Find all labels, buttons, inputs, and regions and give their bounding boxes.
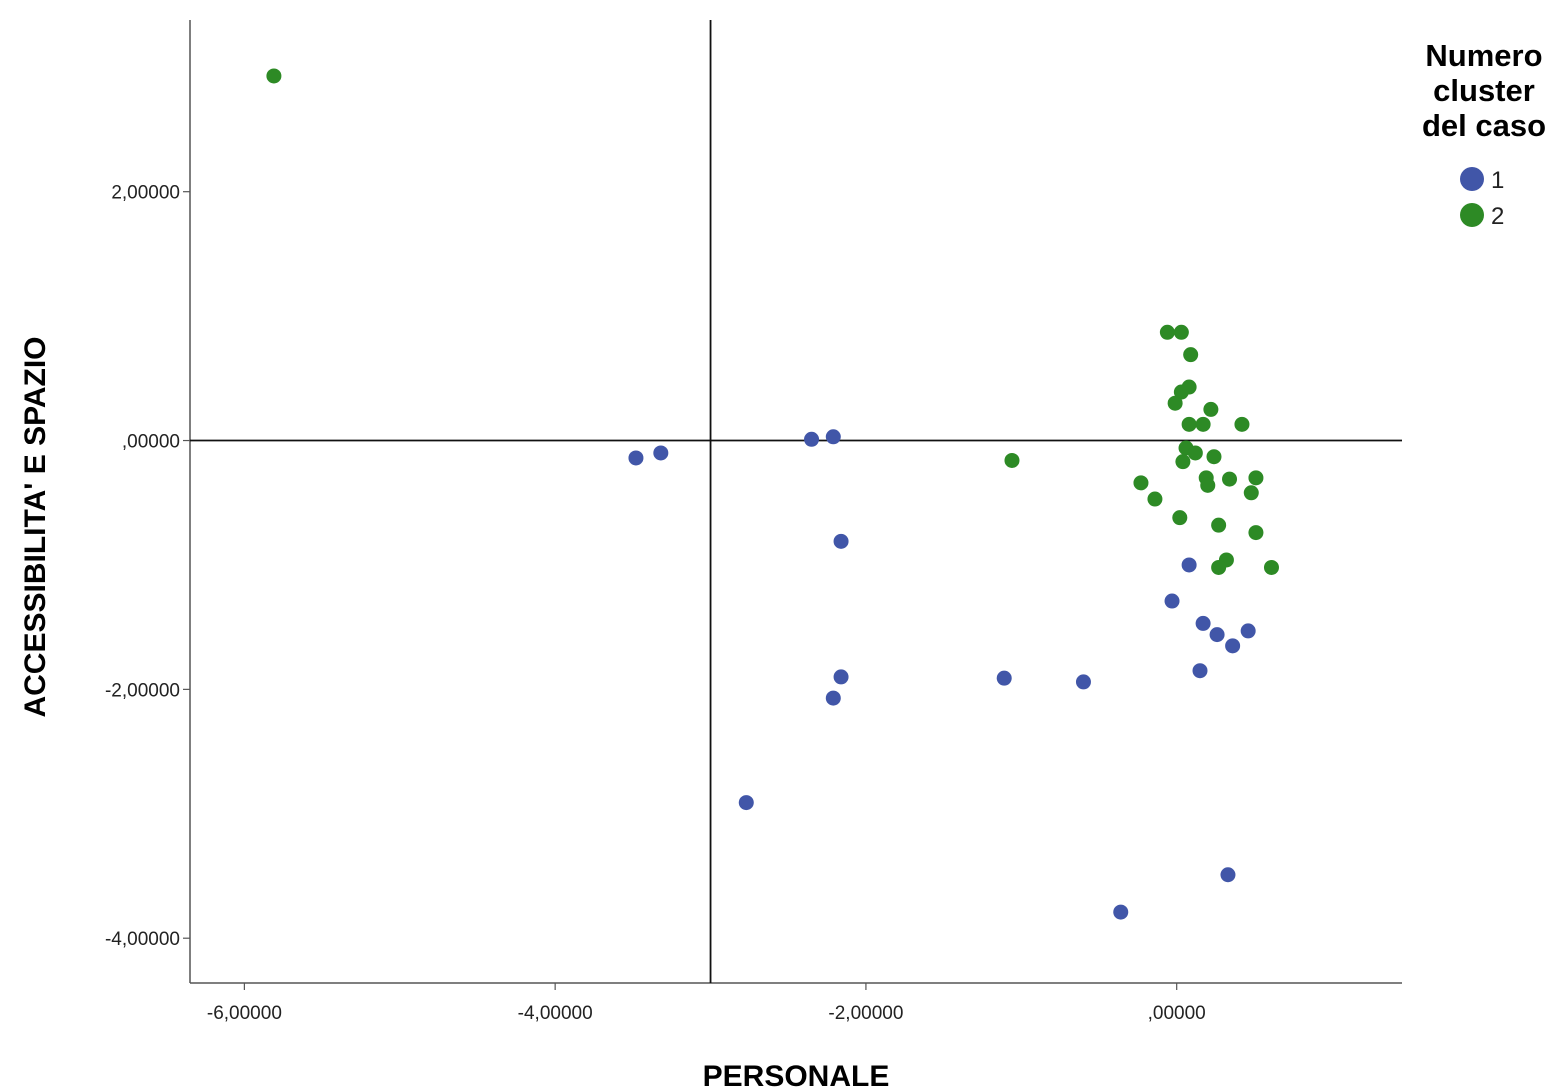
x-axis-title: PERSONALE (703, 1060, 890, 1092)
y-tick-label: -2,00000 (105, 680, 180, 701)
x-tick-label: ,00000 (1148, 1003, 1206, 1024)
data-point-cluster-2 (1243, 485, 1259, 501)
data-point-cluster-1 (1113, 904, 1129, 920)
data-point-cluster-2 (1206, 449, 1222, 465)
data-point-cluster-2 (1183, 347, 1199, 363)
y-axis-ticks: 2,00000 ,00000 -2,00000 -4,00000 (105, 183, 190, 950)
scatter-points (266, 68, 1279, 920)
data-point-cluster-2 (1172, 510, 1188, 526)
data-point-cluster-2 (1200, 477, 1216, 493)
data-point-cluster-2 (1187, 445, 1203, 461)
data-point-cluster-2 (1133, 475, 1149, 491)
data-point-cluster-2 (1211, 517, 1227, 533)
data-point-cluster-2 (1175, 454, 1191, 470)
data-point-cluster-1 (1209, 627, 1225, 643)
data-point-cluster-1 (825, 690, 841, 706)
y-tick-label: ,00000 (122, 432, 180, 453)
data-point-cluster-2 (1263, 559, 1279, 575)
data-point-cluster-1 (833, 533, 849, 549)
data-point-cluster-1 (738, 795, 754, 811)
data-point-cluster-2 (1004, 452, 1020, 468)
y-tick-label: -4,00000 (105, 929, 180, 950)
legend-title-line-2: cluster (1433, 73, 1535, 108)
data-point-cluster-1 (653, 445, 669, 461)
y-tick-label: 2,00000 (111, 183, 180, 204)
legend: Numero cluster del caso 1 2 (1422, 38, 1546, 230)
data-point-cluster-1 (1192, 663, 1208, 679)
data-point-cluster-2 (1248, 470, 1264, 486)
data-point-cluster-2 (1167, 395, 1183, 411)
data-point-cluster-2 (1173, 324, 1189, 340)
x-tick-label: -2,00000 (828, 1003, 903, 1024)
data-point-cluster-2 (1181, 416, 1197, 432)
data-point-cluster-1 (1195, 615, 1211, 631)
data-point-cluster-1 (804, 431, 820, 447)
data-point-cluster-2 (1211, 559, 1227, 575)
y-axis-title: ACCESSIBILITA' E SPAZIO (19, 336, 52, 717)
data-point-cluster-1 (628, 450, 644, 466)
legend-title-line-3: del caso (1422, 108, 1546, 143)
data-point-cluster-1 (825, 429, 841, 445)
x-axis-ticks: -6,00000 -4,00000 -2,00000 ,00000 (207, 983, 1206, 1024)
x-tick-label: -4,00000 (518, 1003, 593, 1024)
data-point-cluster-1 (1225, 638, 1241, 654)
x-tick-label: -6,00000 (207, 1003, 282, 1024)
reference-lines (190, 20, 1402, 983)
data-point-cluster-1 (996, 670, 1012, 686)
data-point-cluster-1 (833, 669, 849, 685)
data-point-cluster-2 (1234, 416, 1250, 432)
data-point-cluster-2 (1222, 471, 1238, 487)
data-point-cluster-1 (1240, 623, 1256, 639)
data-point-cluster-2 (1181, 379, 1197, 395)
data-point-cluster-1 (1164, 593, 1180, 609)
data-point-cluster-2 (1248, 525, 1264, 541)
data-point-cluster-1 (1220, 867, 1236, 883)
data-point-cluster-2 (266, 68, 282, 84)
data-point-cluster-2 (1195, 416, 1211, 432)
legend-title-line-1: Numero (1425, 38, 1542, 73)
legend-marker-cluster-2 (1460, 203, 1484, 227)
data-point-cluster-2 (1147, 491, 1163, 507)
legend-label-cluster-2: 2 (1491, 203, 1504, 230)
data-point-cluster-2 (1203, 401, 1219, 417)
legend-label-cluster-1: 1 (1491, 167, 1504, 194)
data-point-cluster-1 (1181, 557, 1197, 573)
legend-marker-cluster-1 (1460, 167, 1484, 191)
data-point-cluster-2 (1159, 324, 1175, 340)
data-point-cluster-1 (1075, 674, 1091, 690)
